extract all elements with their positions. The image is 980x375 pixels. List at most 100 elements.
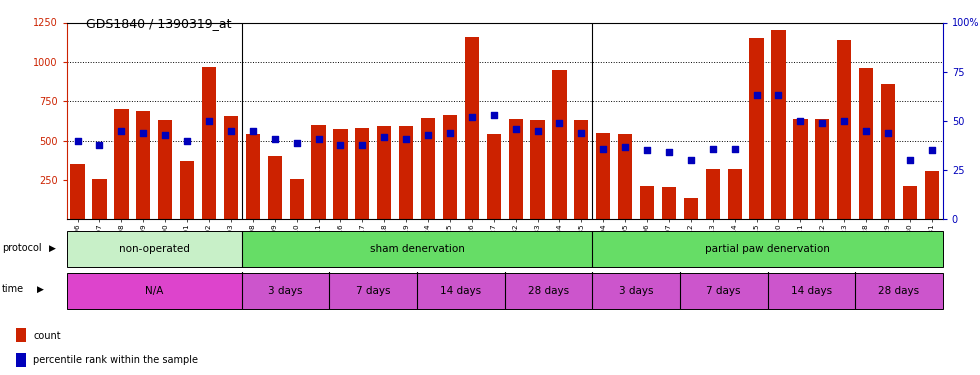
Point — [311, 136, 326, 142]
Point — [223, 128, 239, 134]
Bar — [662, 187, 676, 219]
Bar — [16, 352, 26, 367]
Text: 14 days: 14 days — [791, 286, 832, 296]
Bar — [202, 67, 217, 219]
Point — [508, 126, 523, 132]
Bar — [837, 40, 852, 219]
FancyBboxPatch shape — [856, 273, 943, 309]
Bar — [706, 169, 720, 219]
Bar — [487, 134, 501, 219]
Point — [267, 136, 282, 142]
Point — [617, 144, 633, 150]
Point — [201, 118, 217, 124]
Point — [596, 146, 612, 152]
Point — [179, 138, 195, 144]
Bar — [771, 30, 786, 219]
Point — [814, 120, 830, 126]
Bar — [399, 126, 414, 219]
Bar — [530, 120, 545, 219]
Bar — [509, 118, 522, 219]
Text: 28 days: 28 days — [528, 286, 569, 296]
Point — [858, 128, 874, 134]
Bar — [618, 134, 632, 219]
FancyBboxPatch shape — [505, 273, 592, 309]
Text: count: count — [33, 331, 61, 340]
Bar — [312, 125, 325, 219]
FancyBboxPatch shape — [242, 231, 592, 267]
Bar — [793, 119, 808, 219]
Point — [902, 158, 917, 164]
Point — [332, 142, 348, 148]
Bar — [750, 38, 763, 219]
Point — [552, 120, 567, 126]
Bar — [553, 70, 566, 219]
Point — [662, 149, 677, 155]
Bar — [465, 37, 479, 219]
Text: 7 days: 7 days — [707, 286, 741, 296]
Bar — [180, 161, 194, 219]
Bar — [859, 68, 873, 219]
Point — [442, 130, 458, 136]
Text: 3 days: 3 days — [269, 286, 303, 296]
Text: 28 days: 28 days — [878, 286, 919, 296]
Point — [924, 147, 940, 153]
Bar — [684, 198, 698, 219]
FancyBboxPatch shape — [67, 231, 242, 267]
Text: protocol: protocol — [2, 243, 41, 253]
Point — [245, 128, 261, 134]
Point — [158, 132, 173, 138]
Text: N/A: N/A — [145, 286, 164, 296]
Bar — [136, 111, 150, 219]
Bar — [377, 126, 391, 219]
Bar — [443, 115, 457, 219]
Bar — [355, 128, 369, 219]
Bar — [727, 169, 742, 219]
FancyBboxPatch shape — [680, 273, 767, 309]
Text: ▶: ▶ — [49, 244, 56, 253]
Point — [92, 142, 108, 148]
FancyBboxPatch shape — [417, 273, 505, 309]
Bar — [71, 164, 84, 219]
Text: percentile rank within the sample: percentile rank within the sample — [33, 355, 198, 365]
Point — [420, 132, 436, 138]
Point — [705, 146, 720, 152]
FancyBboxPatch shape — [592, 231, 943, 267]
Bar — [223, 116, 238, 219]
Bar — [158, 120, 172, 219]
Bar — [16, 328, 26, 342]
Bar — [421, 118, 435, 219]
FancyBboxPatch shape — [67, 273, 242, 309]
Bar — [92, 179, 107, 219]
Text: non-operated: non-operated — [119, 244, 190, 254]
Bar — [596, 133, 611, 219]
Bar — [903, 186, 917, 219]
Text: 14 days: 14 days — [440, 286, 481, 296]
Bar — [268, 156, 282, 219]
Text: 3 days: 3 days — [618, 286, 654, 296]
Point — [289, 140, 305, 146]
Bar — [333, 129, 348, 219]
Point — [135, 130, 151, 136]
Bar — [574, 120, 588, 219]
Bar — [881, 84, 895, 219]
Point — [749, 92, 764, 98]
Text: time: time — [2, 285, 24, 294]
Point — [770, 92, 786, 98]
Point — [639, 147, 655, 153]
Text: GDS1840 / 1390319_at: GDS1840 / 1390319_at — [86, 17, 231, 30]
Point — [880, 130, 896, 136]
Point — [355, 142, 370, 148]
Point — [464, 114, 479, 120]
Point — [530, 128, 546, 134]
Text: ▶: ▶ — [37, 285, 44, 294]
Text: partial paw denervation: partial paw denervation — [705, 244, 830, 254]
Bar — [246, 134, 260, 219]
Bar — [289, 179, 304, 219]
Text: 7 days: 7 days — [356, 286, 391, 296]
Bar — [640, 186, 655, 219]
Point — [70, 138, 85, 144]
Bar — [815, 119, 829, 219]
Point — [793, 118, 808, 124]
FancyBboxPatch shape — [767, 273, 856, 309]
FancyBboxPatch shape — [329, 273, 417, 309]
